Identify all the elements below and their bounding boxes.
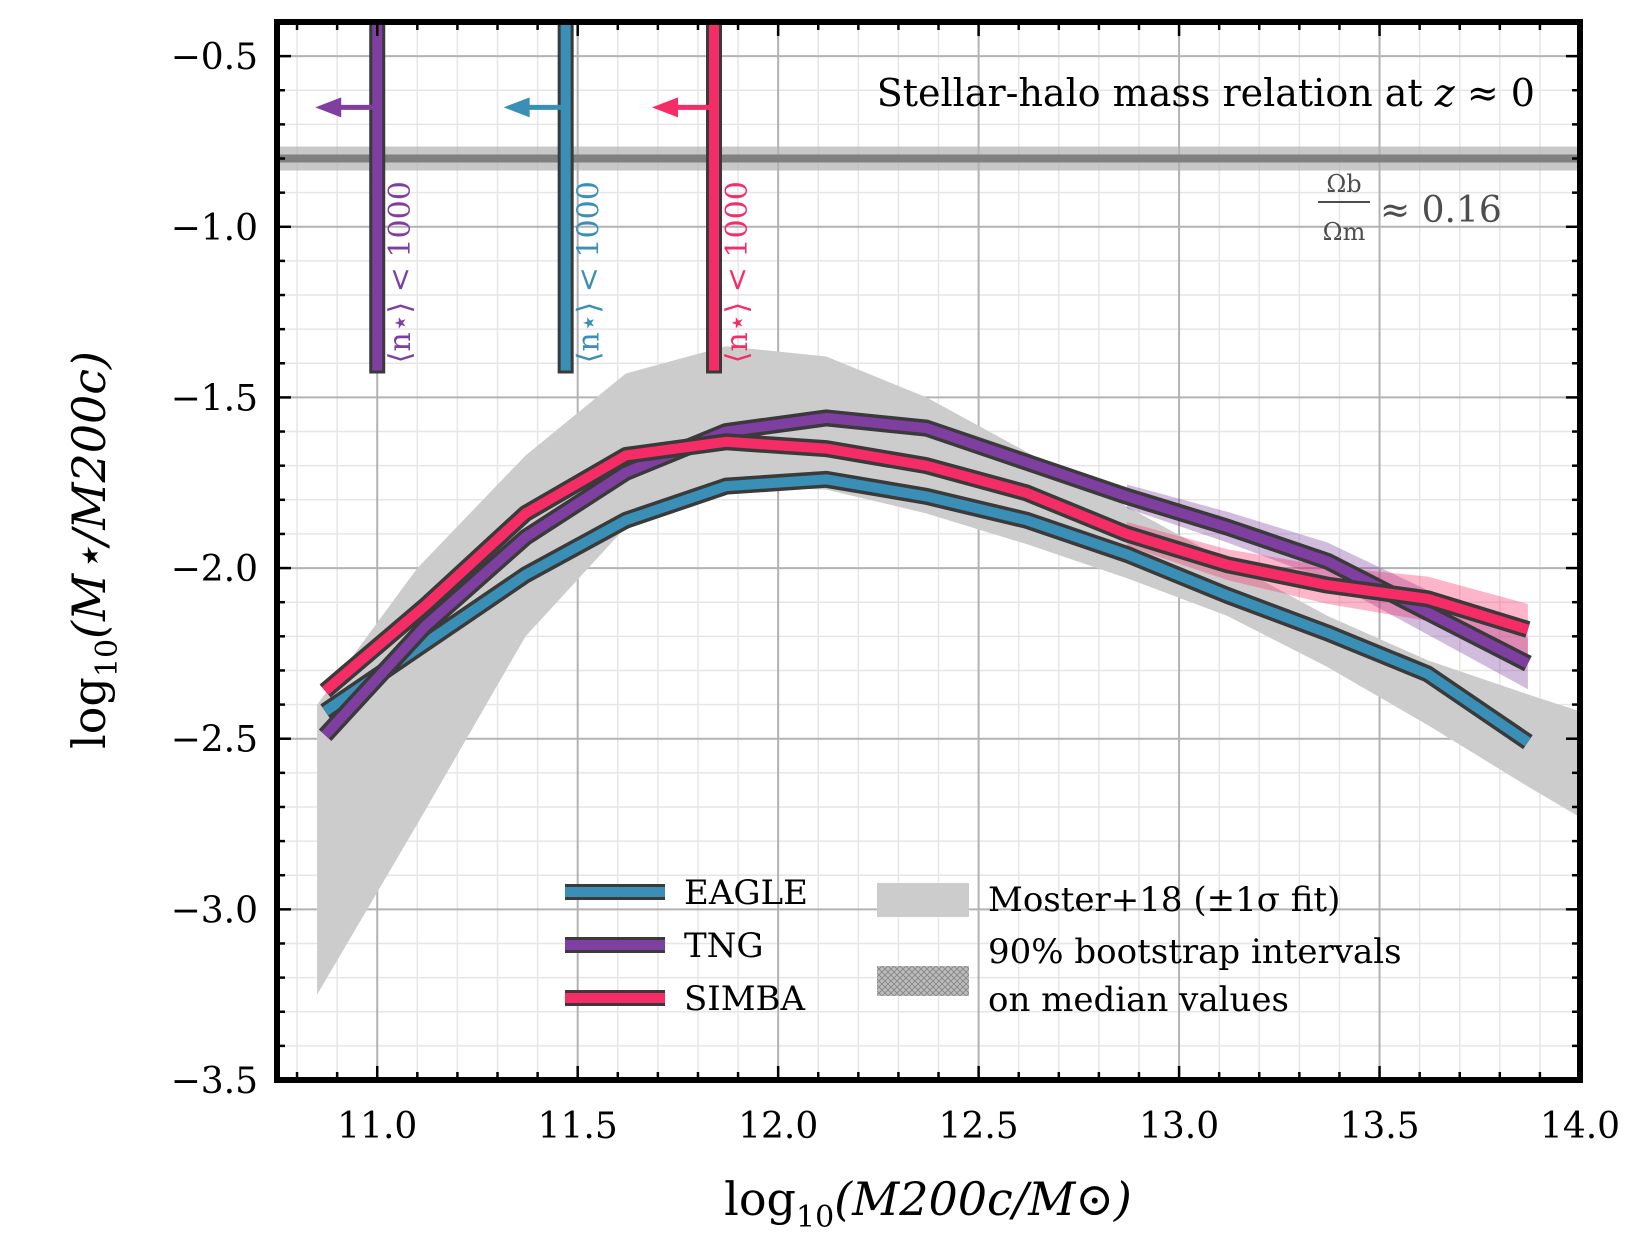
x-tick-label: 13.0 [1139, 1106, 1219, 1147]
svg-text:≈ 0.16: ≈ 0.16 [1380, 190, 1502, 231]
y-tick-label: −1.0 [171, 208, 258, 249]
moster-band-layer [317, 346, 1580, 995]
y-tick-label: −2.0 [171, 549, 258, 590]
svg-text:Ωm: Ωm [1323, 218, 1366, 246]
legend-item-simba: SIMBA [565, 979, 806, 1019]
x-tick-label: 11.5 [538, 1106, 618, 1147]
svg-text:90% bootstrap intervals: 90% bootstrap intervals [988, 932, 1402, 972]
cut-arrow-head [652, 97, 679, 118]
x-tick-label: 12.0 [738, 1106, 818, 1147]
y-tick-label: −2.5 [171, 720, 258, 761]
legend-item-tng: TNG [565, 926, 764, 966]
legend: EAGLE TNG SIMBA Moster+18 (±1σ fit) 90% … [565, 873, 1402, 1020]
svg-text:EAGLE: EAGLE [684, 873, 808, 913]
legend-item-bootstrap: 90% bootstrap intervals on median values [877, 932, 1402, 1020]
legend-item-moster: Moster+18 (±1σ fit) [877, 880, 1340, 920]
x-tick-label: 11.0 [337, 1106, 417, 1147]
moster-band [317, 346, 1580, 995]
baryon-fraction-line [277, 146, 1580, 171]
y-axis-label: log10(M⋆/M200c) [62, 351, 125, 749]
svg-text:Ωb: Ωb [1326, 170, 1361, 198]
cut-label: ⟨n⋆⟩ < 1000 [720, 181, 755, 363]
x-tick-label: 13.5 [1339, 1106, 1419, 1147]
y-tick-label: −3.0 [171, 890, 258, 931]
series-layer [318, 409, 1533, 750]
series-line-tng [321, 412, 1531, 739]
y-tick-label: −0.5 [171, 37, 258, 78]
resolution-cut-eagle: ⟨n⋆⟩ < 1000 [503, 22, 607, 374]
series-line-simba [321, 436, 1530, 695]
svg-text:TNG: TNG [684, 926, 764, 966]
series-line-eagle [322, 474, 1531, 747]
cut-arrow-head [315, 97, 342, 118]
svg-text:SIMBA: SIMBA [684, 979, 806, 1019]
chart-title: Stellar-halo mass relation at z ≈ 0 [877, 71, 1535, 115]
baryon-fraction-label: Ωb Ωm ≈ 0.16 [1318, 170, 1502, 246]
svg-text:Moster+18 (±1σ fit): Moster+18 (±1σ fit) [988, 880, 1340, 920]
svg-text:on median values: on median values [988, 980, 1289, 1020]
y-tick-label: −3.5 [171, 1061, 258, 1102]
cut-label: ⟨n⋆⟩ < 1000 [572, 181, 607, 363]
y-tick-label: −1.5 [171, 378, 258, 419]
plot-frame [274, 19, 1583, 1083]
resolution-cuts: ⟨n⋆⟩ < 1000 ⟨n⋆⟩ < 1000 ⟨n⋆⟩ < 1000 [315, 22, 755, 374]
cut-arrow-head [503, 97, 530, 118]
x-tick-label: 12.5 [939, 1106, 1019, 1147]
resolution-cut-simba: ⟨n⋆⟩ < 1000 [652, 22, 755, 374]
tick-labels: 11.0 11.5 12.0 12.5 13.0 13.5 14.0 −3.5 −3.0 −2.5… [171, 37, 1621, 1147]
legend-item-eagle: EAGLE [565, 873, 808, 913]
x-tick-label: 14.0 [1540, 1106, 1620, 1147]
x-axis-label: log10(M200c/M⊙) [724, 1172, 1132, 1235]
cut-label: ⟨n⋆⟩ < 1000 [383, 181, 418, 363]
resolution-cut-tng: ⟨n⋆⟩ < 1000 [315, 22, 418, 374]
